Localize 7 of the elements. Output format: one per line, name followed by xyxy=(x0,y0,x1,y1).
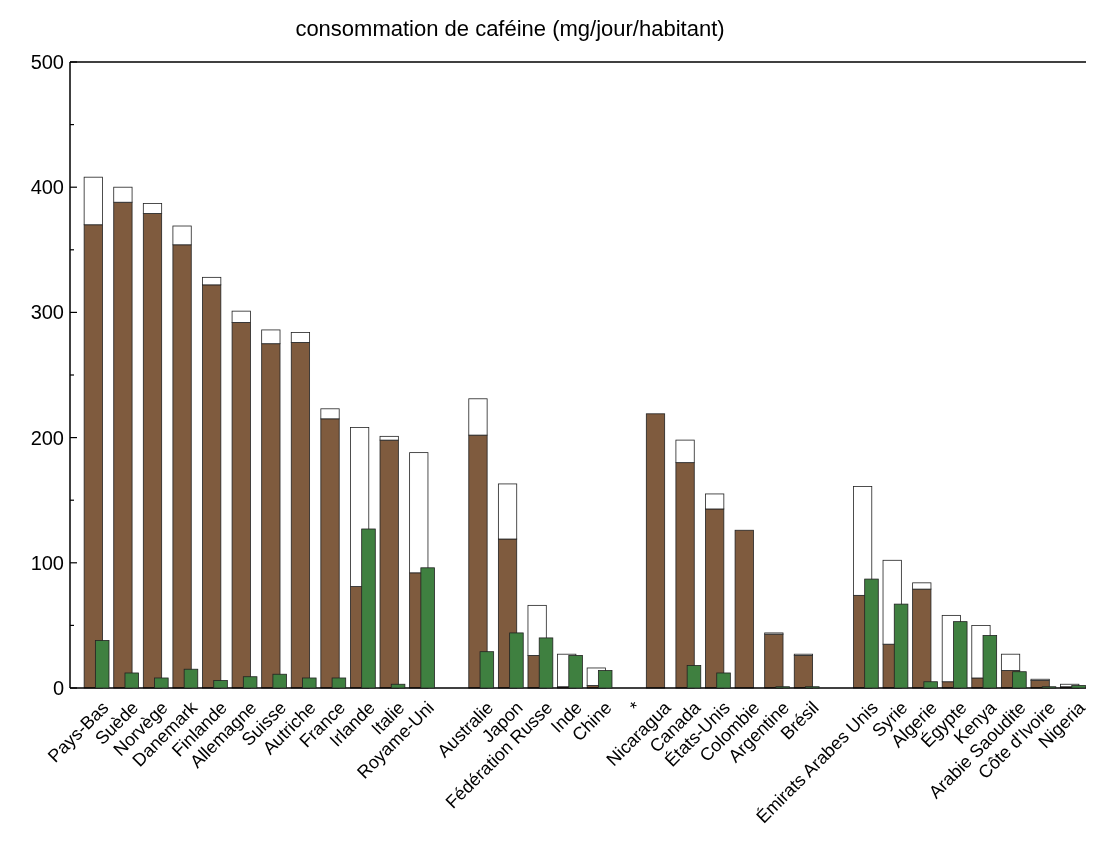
y-tick-label: 200 xyxy=(30,426,64,449)
y-tick-label: 400 xyxy=(30,176,64,199)
y-tick-label: 300 xyxy=(30,301,64,324)
y-tick-label: 100 xyxy=(30,551,64,574)
y-tick-label: 500 xyxy=(30,51,64,73)
y-tick-label: 0 xyxy=(52,677,64,699)
chart-title: consommation de caféine (mg/jour/habitant) xyxy=(295,16,725,41)
